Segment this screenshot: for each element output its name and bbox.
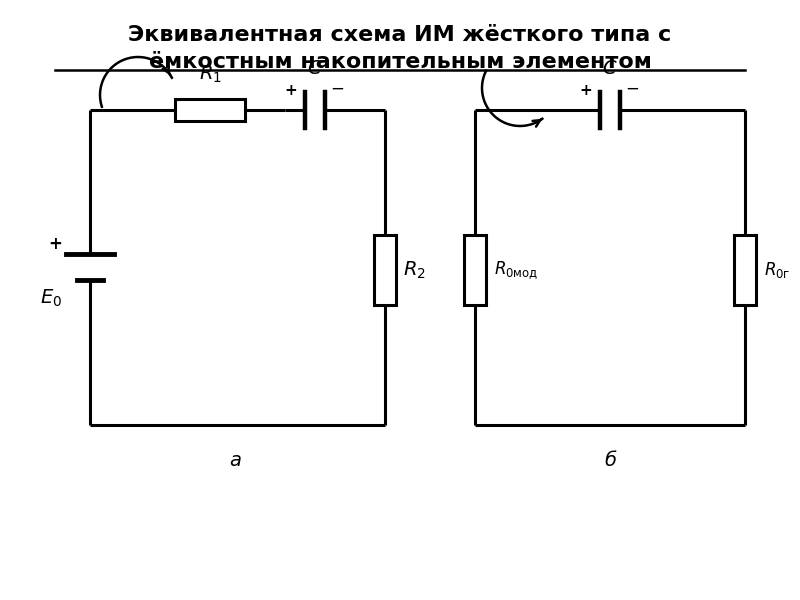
Text: −: − bbox=[330, 80, 344, 98]
Text: б: б bbox=[604, 451, 616, 469]
Text: ёмкостным накопительным элементом: ёмкостным накопительным элементом bbox=[149, 52, 651, 72]
Text: +: + bbox=[285, 83, 298, 98]
Text: $E_0$: $E_0$ bbox=[40, 288, 62, 310]
Text: $R_1$: $R_1$ bbox=[198, 64, 222, 85]
Text: $R_{0\mathrm{мод}}$: $R_{0\mathrm{мод}}$ bbox=[494, 259, 538, 281]
Text: +: + bbox=[48, 235, 62, 253]
Text: −: − bbox=[625, 80, 639, 98]
Bar bbox=[734, 235, 756, 305]
Text: $R_2$: $R_2$ bbox=[403, 259, 426, 281]
Text: $R_{0\mathrm{г}}$: $R_{0\mathrm{г}}$ bbox=[764, 260, 790, 280]
Bar bbox=[374, 235, 396, 305]
Text: а: а bbox=[229, 451, 241, 469]
Text: $C$: $C$ bbox=[602, 59, 618, 78]
Bar bbox=[464, 235, 486, 305]
Bar bbox=[175, 99, 245, 121]
Text: Эквивалентная схема ИМ жёсткого типа с: Эквивалентная схема ИМ жёсткого типа с bbox=[128, 25, 672, 45]
Text: +: + bbox=[580, 83, 592, 98]
Text: $C$: $C$ bbox=[307, 59, 322, 78]
